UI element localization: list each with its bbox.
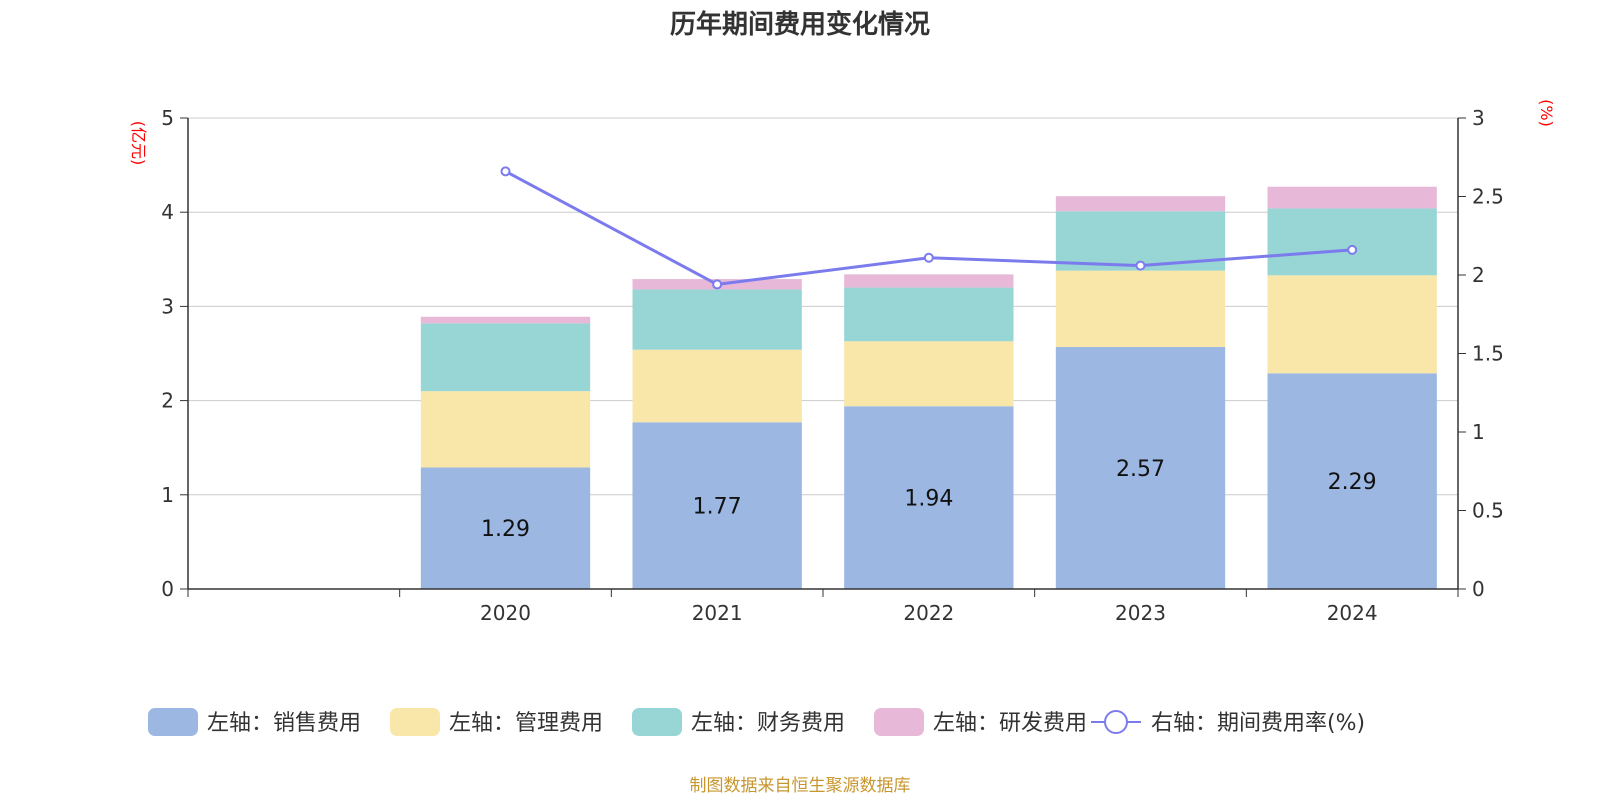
bar-segment <box>1267 275 1437 374</box>
grid-lines <box>188 117 1458 496</box>
right-axis-tick-label: 0.5 <box>1472 499 1504 523</box>
bar-layer <box>420 186 1437 589</box>
bar-segment <box>1055 196 1226 212</box>
bar-segment <box>420 323 591 392</box>
x-axis-tick-label: 2021 <box>692 601 743 625</box>
legend-swatch <box>390 708 440 736</box>
rate-point <box>500 166 511 177</box>
axis-layer: 0 1 2 3 4 5 0 0.5 1 1.5 2 2.5 3 2020 2021 2022 2023 2024 (… <box>129 99 1556 625</box>
data-source-note: 制图数据来自恒生聚源数据库 <box>690 776 911 796</box>
line-layer <box>500 166 1358 290</box>
chart-title: 历年期间费用变化情况 <box>670 9 930 40</box>
right-axis-unit: (%) <box>1537 99 1556 127</box>
bar-segment <box>1267 373 1437 589</box>
right-axis-tick-label: 2.5 <box>1472 185 1504 209</box>
rate-point <box>1135 260 1146 271</box>
bar-segment <box>420 467 591 589</box>
left-axis-tick-label: 0 <box>161 577 174 601</box>
bar-segment <box>844 341 1014 407</box>
right-axis-tick-label: 1.5 <box>1472 342 1504 366</box>
legend-label: 右轴：期间费用率(%) <box>1151 711 1365 736</box>
legend-swatch <box>148 708 198 736</box>
rate-point <box>1347 244 1358 255</box>
left-axis-tick-label: 1 <box>161 483 174 507</box>
data-labels: 1.29 1.77 1.94 2.57 2.29 <box>481 457 1377 542</box>
bar-segment <box>1267 208 1437 276</box>
x-axis-tick-label: 2022 <box>903 601 954 625</box>
bar-value-label: 1.94 <box>904 487 953 512</box>
right-axis-tick-label: 2 <box>1472 263 1485 287</box>
bar-segment <box>632 422 802 589</box>
rate-point <box>923 252 934 263</box>
left-axis-tick-label: 3 <box>161 294 174 318</box>
x-axis-tick-label: 2024 <box>1327 601 1378 625</box>
rate-point <box>712 279 723 290</box>
bar-segment <box>844 406 1014 589</box>
x-axis-tick-label: 2020 <box>480 601 531 625</box>
left-axis-tick-label: 5 <box>161 106 174 130</box>
bar-value-label: 1.77 <box>693 495 742 520</box>
bar-segment <box>1055 270 1226 347</box>
left-axis-tick-label: 2 <box>161 389 174 413</box>
bar-segment <box>844 274 1014 288</box>
bar-segment <box>632 289 802 350</box>
left-axis-tick-label: 4 <box>161 200 174 224</box>
legend-label: 左轴：财务费用 <box>691 711 845 736</box>
bar-value-label: 1.29 <box>481 517 530 542</box>
bar-segment <box>844 287 1014 342</box>
bar-value-label: 2.57 <box>1116 457 1165 482</box>
right-axis-tick-label: 1 <box>1472 420 1485 444</box>
bar-value-label: 2.29 <box>1328 470 1377 495</box>
left-axis-unit: (亿元) <box>129 121 148 166</box>
bar-segment <box>420 391 591 468</box>
x-axis-tick-label: 2023 <box>1115 601 1166 625</box>
legend-label: 左轴：销售费用 <box>207 711 361 736</box>
legend-label: 左轴：管理费用 <box>449 711 603 736</box>
legend-label: 左轴：研发费用 <box>933 711 1087 736</box>
bar-segment <box>420 316 591 324</box>
bar-segment <box>1267 186 1437 209</box>
right-axis-tick-label: 3 <box>1472 106 1485 130</box>
legend-swatch <box>874 708 924 736</box>
legend: 左轴：销售费用 左轴：管理费用 左轴：财务费用 左轴：研发费用 右轴：期间费用率(%) <box>148 708 1365 736</box>
right-axis-tick-label: 0 <box>1472 577 1485 601</box>
legend-swatch <box>632 708 682 736</box>
bar-segment <box>632 349 802 423</box>
bar-segment <box>1055 346 1226 589</box>
legend-marker <box>1104 710 1128 734</box>
